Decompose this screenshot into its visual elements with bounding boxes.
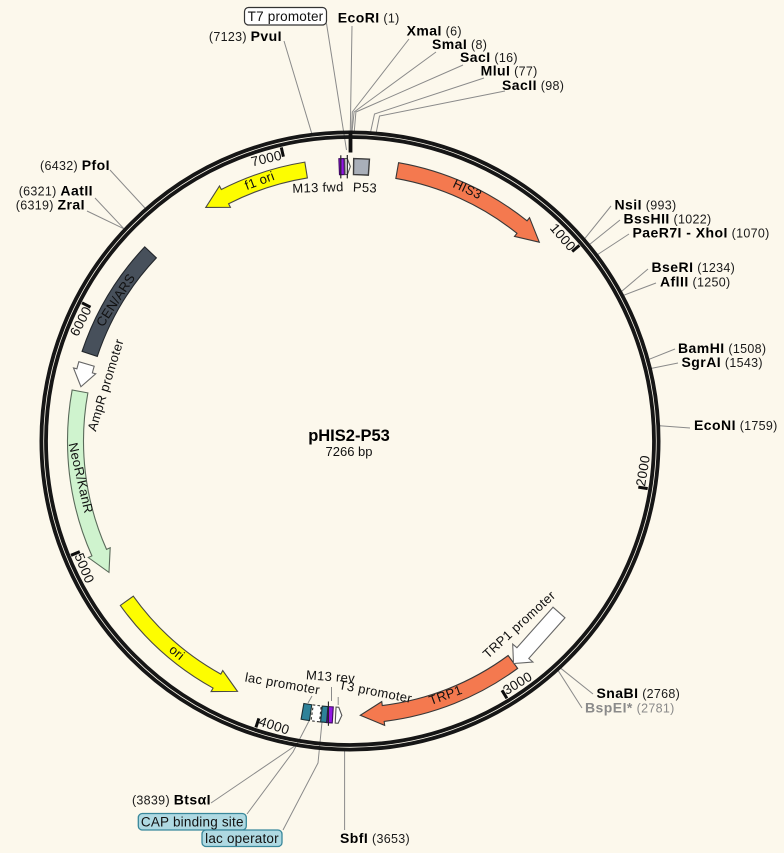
svg-text:P53: P53 (353, 179, 378, 195)
svg-text:AflII (1250): AflII (1250) (660, 274, 730, 290)
svg-text:BamHI (1508): BamHI (1508) (678, 340, 766, 356)
svg-text:7000: 7000 (249, 148, 283, 170)
svg-text:NsiI (993): NsiI (993) (615, 197, 677, 213)
svg-text:BspEI* (2781): BspEI* (2781) (585, 700, 675, 716)
svg-text:SbfI (3653): SbfI (3653) (340, 830, 410, 846)
svg-text:SgrAI (1543): SgrAI (1543) (682, 354, 763, 370)
svg-text:BssHII (1022): BssHII (1022) (624, 211, 712, 227)
svg-text:PaeR7I - XhoI (1070): PaeR7I - XhoI (1070) (633, 225, 770, 241)
svg-text:T7 promoter: T7 promoter (248, 9, 324, 24)
svg-text:MluI (77): MluI (77) (481, 63, 538, 79)
svg-text:(6321) AatII: (6321) AatII (19, 183, 93, 199)
svg-text:EcoNI (1759): EcoNI (1759) (694, 417, 778, 433)
svg-text:lac operator: lac operator (205, 831, 279, 846)
svg-text:XmaI (6): XmaI (6) (407, 23, 462, 39)
svg-text:M13 fwd: M13 fwd (292, 179, 344, 196)
svg-text:pHIS2-P53: pHIS2-P53 (308, 427, 390, 445)
svg-text:SnaBI (2768): SnaBI (2768) (597, 685, 681, 701)
svg-text:BseRI (1234): BseRI (1234) (652, 259, 736, 275)
svg-text:SmaI (8): SmaI (8) (432, 36, 487, 52)
svg-text:2000: 2000 (633, 454, 653, 487)
svg-text:(7123) PvuI: (7123) PvuI (209, 28, 282, 44)
svg-text:(6319) ZraI: (6319) ZraI (16, 197, 85, 213)
svg-text:7266 bp: 7266 bp (326, 444, 373, 459)
svg-text:M13 rev: M13 rev (306, 667, 356, 685)
svg-text:(6432) PfoI: (6432) PfoI (40, 157, 110, 173)
svg-text:SacI (16): SacI (16) (460, 49, 518, 65)
svg-text:CAP binding site: CAP binding site (141, 815, 244, 830)
svg-text:SacII (98): SacII (98) (502, 77, 564, 93)
svg-text:EcoRI (1): EcoRI (1) (338, 10, 400, 26)
svg-text:(3839) BtsαI: (3839) BtsαI (132, 792, 211, 808)
